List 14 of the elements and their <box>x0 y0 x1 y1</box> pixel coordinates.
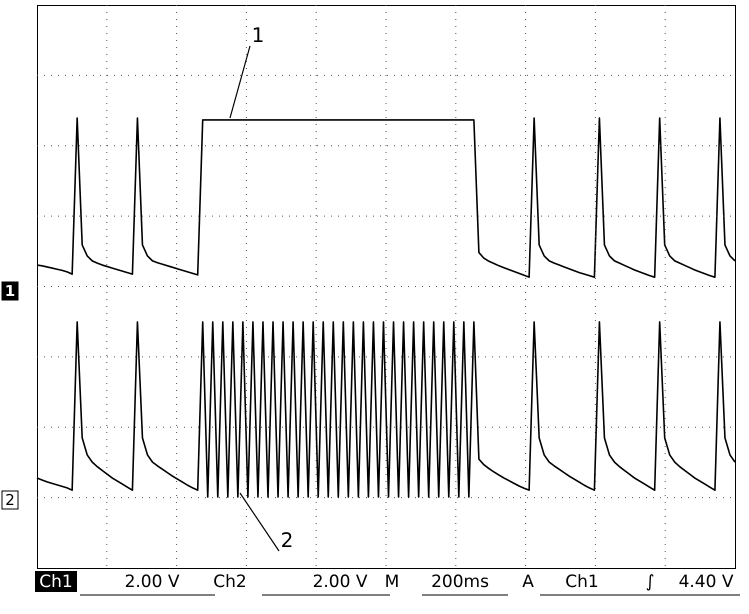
text: 4.40 V <box>678 572 734 592</box>
text: A <box>522 572 534 592</box>
text: 2 <box>280 528 294 552</box>
text: Ch2 <box>213 572 247 592</box>
text: ∫ <box>646 572 654 592</box>
text: Ch1 <box>565 572 599 592</box>
series-label: 1 <box>4 282 16 300</box>
text: Ch1 <box>39 572 73 592</box>
series-label: 2 <box>5 491 15 509</box>
text: 2.00 V <box>124 572 180 592</box>
text: M <box>384 572 400 592</box>
text: 2.00 V <box>312 572 368 592</box>
text: 200ms <box>431 572 490 592</box>
text: 1 <box>252 23 264 47</box>
